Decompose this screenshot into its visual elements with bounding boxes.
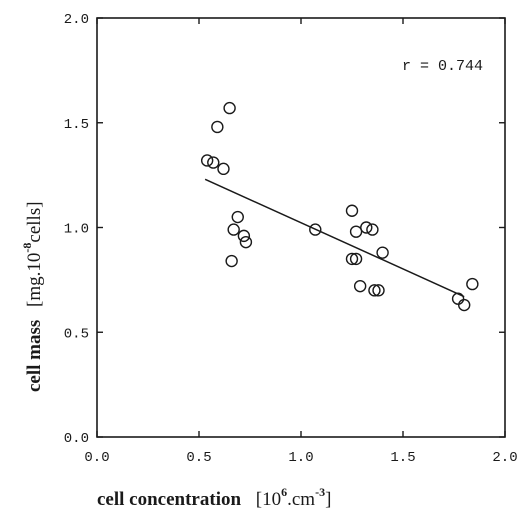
y-tick-label: 1.5 (64, 117, 89, 133)
data-point (345, 252, 359, 266)
y-tick-label: 0.5 (64, 326, 89, 342)
data-point (451, 292, 465, 305)
data-point (237, 229, 251, 243)
y-axis-label: cell mass [mg.10-8cells] (20, 201, 45, 392)
data-point (227, 223, 240, 236)
data-point (231, 210, 244, 224)
data-point (225, 254, 238, 268)
data-point (353, 279, 367, 293)
x-tick-label: 2.0 (492, 450, 517, 466)
data-point (239, 235, 253, 249)
x-tick-label: 1.0 (288, 450, 313, 466)
data-point (366, 223, 379, 236)
x-tick-label: 0.0 (84, 450, 109, 466)
data-point (200, 154, 214, 167)
data-point (458, 298, 471, 312)
x-tick-label: 0.5 (186, 450, 211, 466)
data-point (211, 120, 224, 134)
data-point (349, 225, 363, 238)
data-point (309, 223, 322, 236)
x-axis-label: cell concentration [106.cm-3] (97, 485, 331, 510)
y-tick-label: 0.0 (64, 431, 89, 447)
data-point (372, 284, 385, 297)
data-point (349, 252, 363, 266)
data-point (466, 277, 479, 291)
data-point (345, 204, 359, 217)
data-point (360, 221, 373, 234)
regression-line (204, 178, 465, 298)
plot-frame (96, 17, 506, 438)
data-point (207, 156, 220, 169)
x-tick-label: 1.5 (390, 450, 415, 466)
y-tick-label: 1.0 (64, 222, 89, 238)
plot-layer: 0.0 0.5 1.0 1.5 2.0 0.0 0.5 1.0 1.5 2.0 (64, 12, 518, 466)
correlation-annotation: r = 0.744 (402, 58, 483, 75)
data-point (223, 101, 236, 115)
data-point (217, 162, 230, 176)
y-tick-label: 2.0 (64, 12, 89, 28)
data-point (376, 246, 389, 259)
data-point (368, 284, 381, 297)
